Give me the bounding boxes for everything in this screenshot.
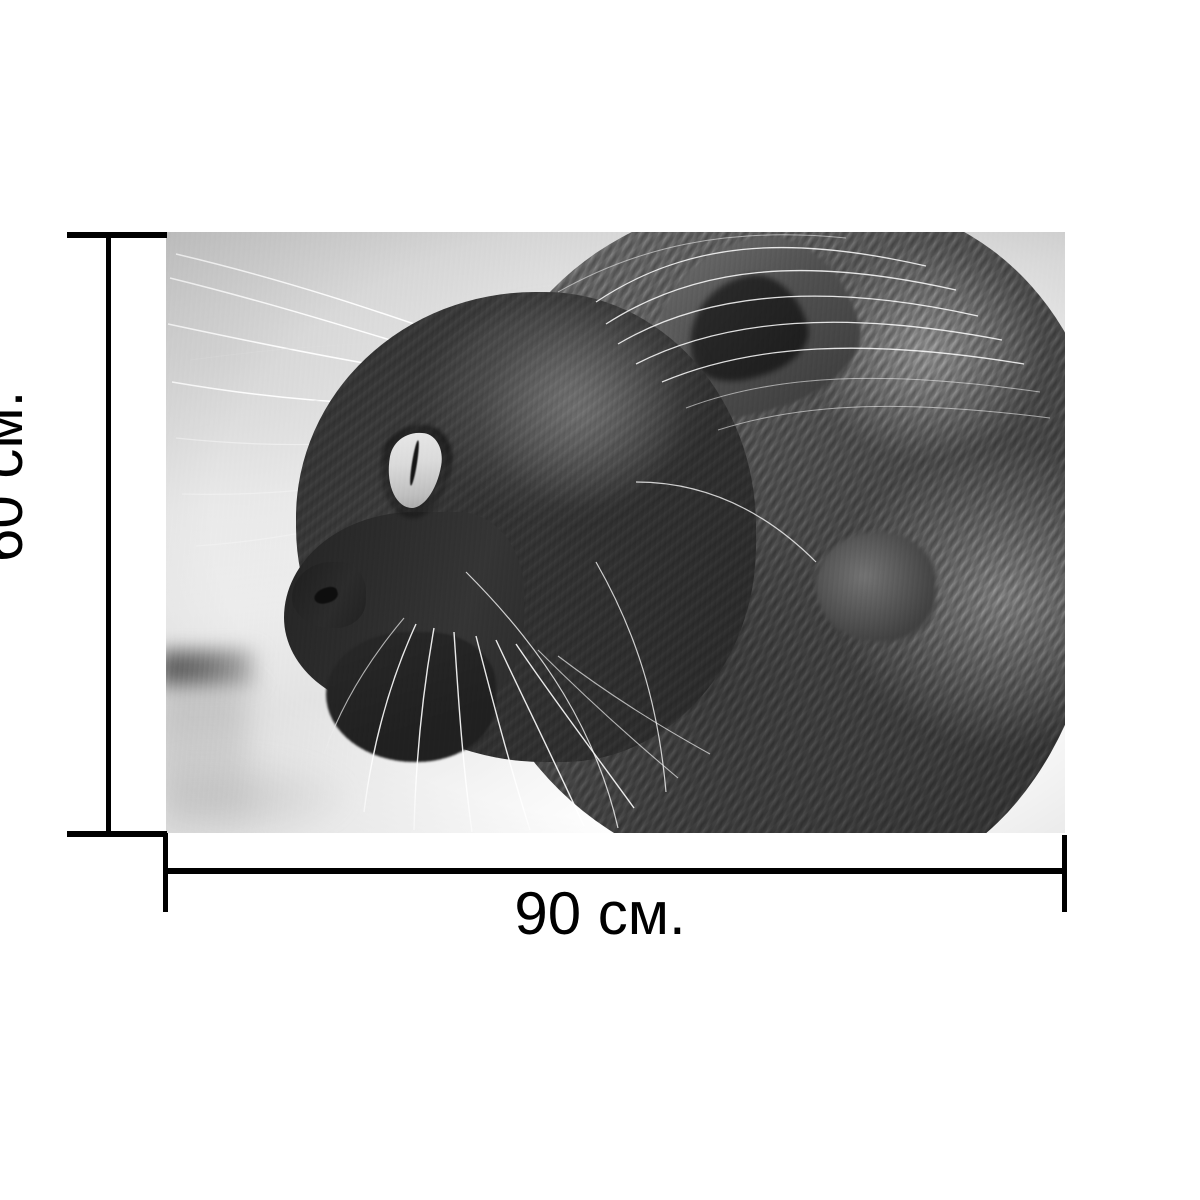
cat-forehead-highlight [416,302,716,522]
width-dimension-label: 90 см. [514,880,686,947]
cat-ear-lower-tuft [816,532,936,642]
height-dimension-label: 60 см. [0,390,35,562]
height-dimension-line [106,234,111,835]
photo-vignette [166,232,1065,833]
cat-chin [326,632,496,762]
height-tick-bottom [67,831,167,837]
height-tick-top [67,232,167,238]
width-dimension-line [165,868,1065,874]
global-fur-wisps [166,232,1065,833]
cat-photograph [166,232,1065,833]
whiskers-lower [323,481,817,833]
product-image-frame[interactable] [166,232,1065,833]
background-blurred-bar [166,650,262,686]
fur-halo-highlights [557,234,1051,431]
width-tick-right [1062,835,1067,912]
background-blur-panel [166,687,248,833]
width-tick-left [163,833,168,912]
